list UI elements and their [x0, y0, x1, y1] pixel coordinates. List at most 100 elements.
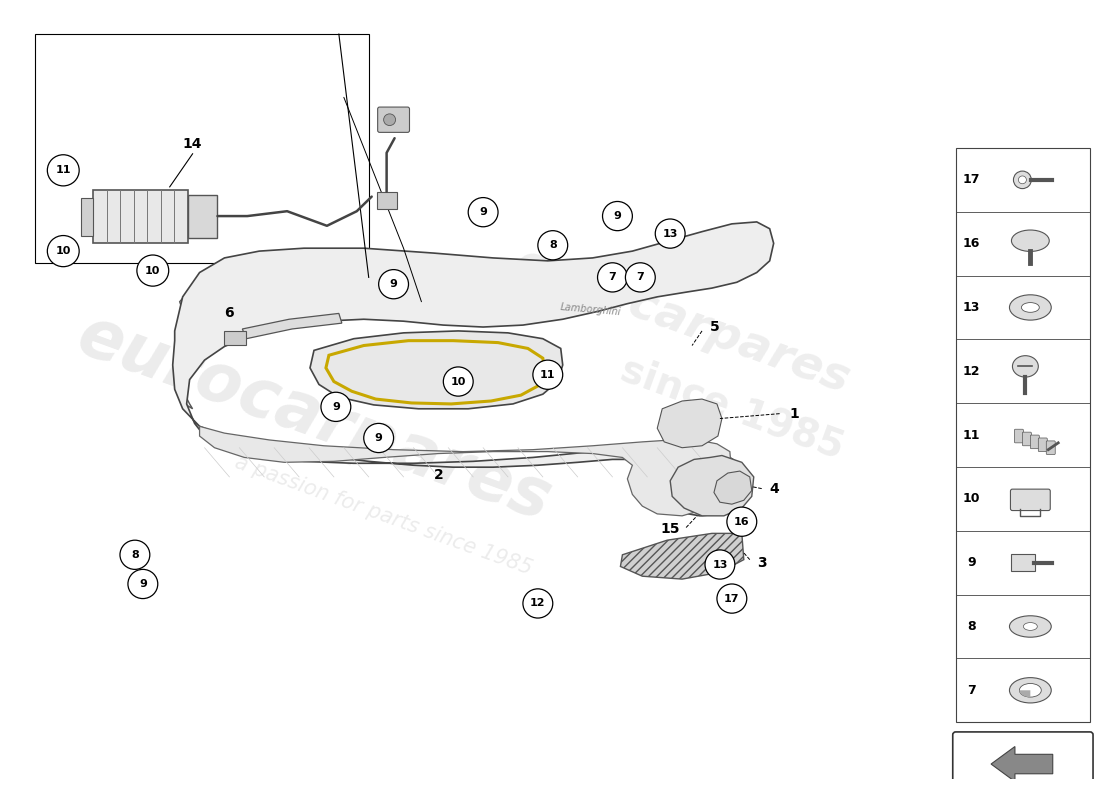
FancyBboxPatch shape — [35, 34, 369, 262]
Circle shape — [597, 262, 627, 292]
Polygon shape — [657, 399, 722, 448]
Circle shape — [321, 392, 351, 422]
Ellipse shape — [1022, 302, 1040, 312]
Text: 16: 16 — [962, 237, 980, 250]
Text: 11: 11 — [962, 429, 980, 442]
Text: 807 04: 807 04 — [993, 789, 1052, 800]
Text: 7: 7 — [608, 272, 616, 282]
Text: 1: 1 — [790, 406, 800, 421]
Polygon shape — [173, 222, 773, 516]
Text: 7: 7 — [967, 684, 976, 697]
Circle shape — [469, 198, 498, 226]
Circle shape — [128, 570, 157, 598]
FancyBboxPatch shape — [956, 148, 1090, 722]
Polygon shape — [177, 224, 763, 409]
Polygon shape — [310, 331, 563, 409]
Circle shape — [717, 584, 747, 613]
FancyBboxPatch shape — [1046, 441, 1055, 454]
Circle shape — [384, 114, 396, 126]
Text: 17: 17 — [724, 594, 739, 603]
Circle shape — [47, 154, 79, 186]
Ellipse shape — [1020, 683, 1042, 697]
Text: 14: 14 — [183, 137, 202, 151]
FancyBboxPatch shape — [224, 331, 246, 345]
Text: 9: 9 — [614, 211, 622, 221]
Circle shape — [1013, 171, 1032, 189]
Text: 9: 9 — [375, 433, 383, 443]
Polygon shape — [714, 471, 751, 504]
Ellipse shape — [1010, 678, 1052, 703]
Text: 9: 9 — [332, 402, 340, 412]
Text: 10: 10 — [962, 492, 980, 506]
Text: 6: 6 — [224, 306, 234, 321]
Polygon shape — [1020, 690, 1031, 697]
FancyBboxPatch shape — [1031, 435, 1040, 449]
Circle shape — [364, 423, 394, 453]
Text: 11: 11 — [540, 370, 556, 380]
FancyBboxPatch shape — [376, 192, 397, 210]
Text: 10: 10 — [145, 266, 161, 275]
Text: since 1985: since 1985 — [615, 350, 849, 467]
Circle shape — [538, 230, 568, 260]
FancyBboxPatch shape — [1011, 489, 1050, 510]
FancyBboxPatch shape — [1011, 554, 1035, 571]
Text: 8: 8 — [549, 240, 557, 250]
Text: 9: 9 — [967, 556, 976, 569]
Ellipse shape — [1010, 616, 1052, 637]
Polygon shape — [199, 426, 732, 516]
Text: 4: 4 — [770, 482, 780, 495]
Text: 17: 17 — [962, 174, 980, 186]
FancyBboxPatch shape — [377, 107, 409, 132]
Circle shape — [727, 507, 757, 536]
Circle shape — [522, 589, 553, 618]
Circle shape — [136, 255, 168, 286]
Circle shape — [1019, 176, 1026, 184]
Polygon shape — [242, 314, 342, 338]
Text: 10: 10 — [451, 377, 466, 386]
Text: 2: 2 — [433, 468, 443, 482]
Text: 9: 9 — [139, 579, 146, 589]
Text: 13: 13 — [712, 559, 727, 570]
Text: 5: 5 — [710, 320, 719, 334]
Polygon shape — [991, 746, 1053, 782]
Text: 12: 12 — [530, 598, 546, 609]
Text: 3: 3 — [757, 555, 767, 570]
Text: a passion for parts since 1985: a passion for parts since 1985 — [232, 453, 535, 579]
Text: 7: 7 — [637, 272, 645, 282]
Polygon shape — [620, 534, 744, 579]
Text: 11: 11 — [55, 166, 72, 175]
Polygon shape — [670, 455, 754, 516]
FancyBboxPatch shape — [1038, 438, 1047, 452]
Text: 16: 16 — [734, 517, 749, 526]
Circle shape — [532, 360, 563, 390]
Ellipse shape — [1011, 230, 1049, 251]
Text: 12: 12 — [962, 365, 980, 378]
Circle shape — [443, 367, 473, 396]
Circle shape — [120, 540, 150, 570]
FancyBboxPatch shape — [1022, 432, 1032, 446]
Text: 15: 15 — [661, 522, 680, 537]
Circle shape — [656, 219, 685, 248]
Circle shape — [603, 202, 632, 230]
Ellipse shape — [1012, 356, 1038, 377]
Text: 10: 10 — [56, 246, 70, 256]
Ellipse shape — [1010, 295, 1052, 320]
Ellipse shape — [1023, 622, 1037, 630]
FancyBboxPatch shape — [94, 190, 188, 243]
FancyBboxPatch shape — [81, 198, 94, 235]
Circle shape — [705, 550, 735, 579]
Circle shape — [626, 262, 656, 292]
Text: 13: 13 — [962, 301, 980, 314]
Circle shape — [378, 270, 408, 299]
FancyBboxPatch shape — [953, 732, 1093, 800]
FancyBboxPatch shape — [188, 194, 218, 238]
Text: 8: 8 — [967, 620, 976, 633]
FancyBboxPatch shape — [1014, 430, 1023, 443]
Text: 8: 8 — [131, 550, 139, 560]
FancyBboxPatch shape — [958, 783, 1088, 800]
Text: 9: 9 — [480, 207, 487, 217]
Text: eurocarpares: eurocarpares — [508, 239, 856, 403]
Text: 13: 13 — [662, 229, 678, 238]
Text: Lamborghini: Lamborghini — [560, 302, 621, 317]
Circle shape — [47, 235, 79, 266]
